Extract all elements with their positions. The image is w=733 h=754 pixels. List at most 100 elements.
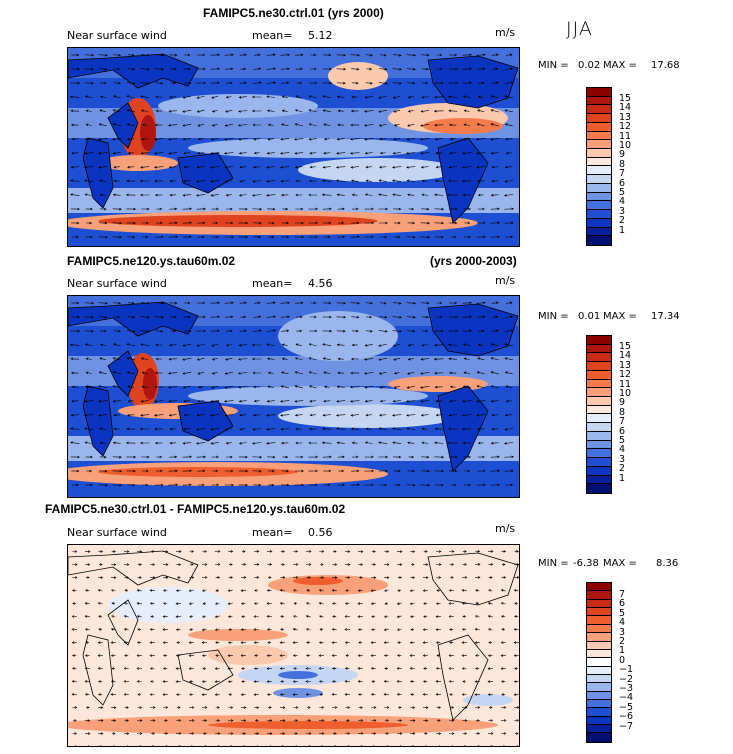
panel-1-wind-map xyxy=(68,48,519,246)
panel-2-units: m/s xyxy=(495,274,516,287)
colorbar-label: 14 xyxy=(619,350,632,362)
colorbar-swatch xyxy=(587,210,611,219)
colorbar-swatch xyxy=(587,218,611,228)
colorbar-label: −3 xyxy=(619,683,634,694)
colorbar-swatch xyxy=(587,716,611,726)
panel-2-min: 0.01 xyxy=(578,311,601,322)
panel-2-title-years: (yrs 2000-2003) xyxy=(430,254,517,268)
colorbar-swatch xyxy=(587,336,611,345)
colorbar-swatch xyxy=(587,236,611,245)
panel-1-max: 17.68 xyxy=(651,60,680,71)
colorbar-swatch xyxy=(587,633,611,642)
panel-3-max: 8.36 xyxy=(656,558,679,569)
panel-2-map xyxy=(67,295,520,498)
colorbar-label: 2 xyxy=(619,636,626,647)
colorbar-swatch xyxy=(587,599,611,609)
colorbar-swatch xyxy=(587,166,611,176)
colorbar-label: 0 xyxy=(619,654,626,666)
colorbar-swatch xyxy=(587,344,611,354)
panel-2-wind-map xyxy=(68,296,519,497)
panel-2-field: Near surface wind xyxy=(67,277,167,290)
colorbar-label: −5 xyxy=(619,701,634,713)
colorbar-swatch xyxy=(587,405,611,415)
colorbar-swatch xyxy=(587,725,611,734)
colorbar-label: −2 xyxy=(619,673,634,685)
panel-1-mean: 5.12 xyxy=(308,29,333,42)
colorbar-swatch xyxy=(587,708,611,717)
colorbar-swatch xyxy=(587,88,611,97)
colorbar-swatch xyxy=(587,192,611,202)
colorbar-label: 2 xyxy=(619,463,626,475)
colorbar-swatch xyxy=(587,379,611,389)
colorbar-swatch xyxy=(587,641,611,650)
colorbar-swatch xyxy=(587,440,611,450)
panel-1-title: FAMIPC5.ne30.ctrl.01 (yrs 2000) xyxy=(203,6,384,20)
panel-1-map xyxy=(67,47,520,247)
panel-2-max-label: MAX = xyxy=(603,311,637,322)
colorbar-swatch xyxy=(587,114,611,123)
wind-vectors xyxy=(69,301,515,487)
panel-2-mean: 4.56 xyxy=(308,277,333,290)
colorbar-swatch xyxy=(587,658,611,667)
colorbar-label: 5 xyxy=(619,607,626,619)
colorbar-label: −4 xyxy=(619,692,634,704)
colorbar-swatch xyxy=(587,227,611,237)
colorbar-label: 4 xyxy=(619,444,626,456)
panel-3-min: -6.38 xyxy=(573,558,599,569)
colorbar-swatch xyxy=(587,733,611,742)
panel-1-max-label: MAX = xyxy=(603,60,637,71)
panel-1-field: Near surface wind xyxy=(67,29,167,42)
colorbar-label: 1 xyxy=(619,224,626,236)
colorbar-swatch xyxy=(587,431,611,441)
colorbar-label: 4 xyxy=(619,617,626,629)
colorbar-label: 8 xyxy=(619,158,626,170)
panel-2-colorbar xyxy=(586,335,612,494)
colorbar-label: 10 xyxy=(619,140,632,151)
panel-3-mean: 0.56 xyxy=(308,526,333,539)
colorbar-swatch xyxy=(587,674,611,684)
colorbar-label: 12 xyxy=(619,121,632,133)
colorbar-swatch xyxy=(587,96,611,106)
colorbar-swatch xyxy=(587,183,611,193)
wind-vectors xyxy=(69,53,515,239)
panel-3-mean-label: mean= xyxy=(252,526,293,539)
colorbar-label: 15 xyxy=(619,93,632,104)
colorbar-swatch xyxy=(587,397,611,406)
panel-3-min-label: MIN = xyxy=(538,558,569,569)
panel-1-units: m/s xyxy=(495,26,516,39)
panel-2-max: 17.34 xyxy=(651,311,680,322)
colorbar-label: 9 xyxy=(619,397,626,409)
panel-3-field: Near surface wind xyxy=(67,526,167,539)
colorbar-label: 14 xyxy=(619,102,632,114)
colorbar-label: 3 xyxy=(619,453,626,465)
colorbar-swatch xyxy=(587,370,611,380)
panel-1-min-label: MIN = xyxy=(538,60,569,71)
colorbar-swatch xyxy=(587,591,611,600)
panel-3-title: FAMIPC5.ne30.ctrl.01 - FAMIPC5.ne120.ys.… xyxy=(45,502,346,516)
colorbar-label: 5 xyxy=(619,435,626,446)
colorbar-swatch xyxy=(587,616,611,625)
colorbar-swatch xyxy=(587,583,611,592)
colorbar-swatch xyxy=(587,683,611,692)
colorbar-swatch xyxy=(587,423,611,432)
colorbar-label: 7 xyxy=(619,416,626,428)
colorbar-label: 3 xyxy=(619,205,626,217)
colorbar-label: 7 xyxy=(619,589,626,600)
colorbar-swatch xyxy=(587,414,611,424)
colorbar-label: −1 xyxy=(619,664,634,676)
colorbar-swatch xyxy=(587,666,611,675)
colorbar-swatch xyxy=(587,458,611,467)
season-label: JJA xyxy=(566,18,593,40)
panel-3-map xyxy=(67,544,520,747)
wind-vectors xyxy=(71,550,519,746)
colorbar-swatch xyxy=(587,608,611,617)
colorbar-swatch xyxy=(587,353,611,363)
colorbar-label: 11 xyxy=(619,378,632,390)
colorbar-swatch xyxy=(587,700,611,709)
colorbar-swatch xyxy=(587,157,611,167)
colorbar-label: 6 xyxy=(619,177,626,189)
colorbar-swatch xyxy=(587,140,611,150)
colorbar-label: 13 xyxy=(619,111,632,123)
colorbar-swatch xyxy=(587,449,611,459)
colorbar-label: 10 xyxy=(619,388,632,399)
